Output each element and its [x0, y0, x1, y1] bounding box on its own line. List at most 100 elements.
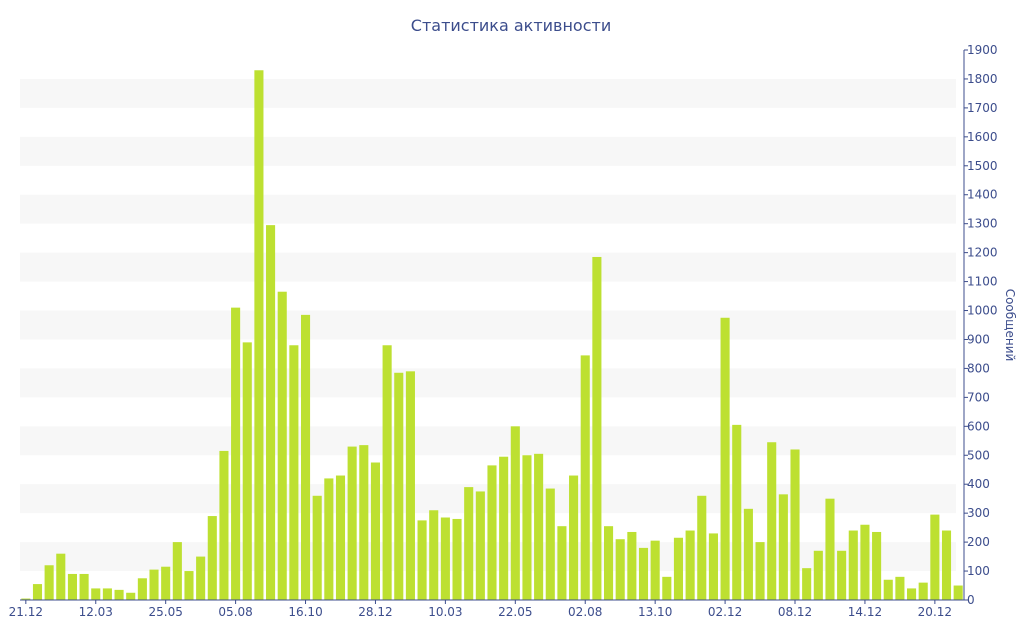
bar: [522, 455, 532, 600]
bar: [708, 533, 718, 600]
bar: [196, 556, 206, 600]
bar: [405, 371, 415, 600]
x-tick-label: 02.08: [568, 605, 602, 619]
y-tick-label: 1800: [967, 72, 998, 86]
bar: [440, 517, 450, 600]
bar: [510, 426, 520, 600]
bar: [56, 553, 66, 600]
y-tick-label: 100: [967, 564, 990, 578]
bar: [802, 568, 812, 600]
bar: [254, 70, 264, 600]
grid-band: [20, 136, 956, 166]
y-tick-label: 800: [967, 361, 990, 375]
bar: [487, 465, 497, 600]
bar: [289, 345, 299, 600]
bar: [137, 578, 147, 600]
y-tick-label: 700: [967, 390, 990, 404]
bar: [499, 456, 509, 600]
x-tick-label: 10.03: [428, 605, 462, 619]
chart-title: Статистика активности: [411, 16, 611, 35]
x-axis: 21.12 12.03 25.05 05.08 16.10 28.12 10.03 22.05…: [9, 599, 964, 619]
bar: [569, 475, 579, 600]
bar: [464, 487, 474, 600]
bar: [79, 573, 89, 600]
grid-band: [20, 194, 956, 224]
bar: [767, 442, 777, 600]
bar: [743, 508, 753, 600]
bar: [872, 531, 882, 600]
bar: [534, 453, 544, 600]
grid-bands: [20, 78, 956, 572]
bar: [732, 424, 742, 600]
y-tick-label: 600: [967, 419, 990, 433]
bar: [790, 449, 800, 600]
bar: [755, 542, 765, 600]
bar: [860, 524, 870, 600]
bar: [207, 516, 217, 600]
bar: [475, 491, 485, 600]
y-tick-label: 1300: [967, 217, 998, 231]
bar: [161, 566, 171, 600]
x-tick-label: 05.08: [218, 605, 252, 619]
bar: [638, 547, 649, 600]
bar: [126, 592, 136, 600]
bar: [813, 550, 823, 600]
bar: [685, 530, 695, 600]
bar: [895, 576, 905, 600]
y-tick-label: 1900: [967, 43, 998, 57]
bar: [231, 307, 241, 600]
y-tick-label: 1700: [967, 101, 998, 115]
y-axis-label: Сообщений: [1003, 289, 1017, 362]
bar: [335, 475, 346, 600]
bar: [941, 530, 952, 600]
bar: [592, 256, 602, 600]
y-tick-label: 1200: [967, 246, 998, 260]
bar: [662, 576, 672, 600]
bar: [21, 598, 31, 600]
bar: [837, 550, 847, 600]
bar: [277, 291, 287, 600]
bar: [300, 314, 311, 600]
bar: [615, 539, 625, 600]
y-tick-label: 1400: [967, 188, 998, 202]
bar: [557, 526, 567, 600]
y-tick-label: 0: [967, 593, 975, 607]
bar: [545, 488, 555, 600]
bar: [67, 573, 77, 600]
bar: [242, 342, 252, 600]
x-tick-label: 14.12: [848, 605, 882, 619]
bar: [102, 588, 112, 600]
bar: [580, 355, 590, 600]
bar: [778, 494, 788, 600]
bar: [359, 445, 369, 600]
bar: [382, 345, 392, 600]
bar: [930, 514, 940, 600]
y-tick-label: 400: [967, 477, 990, 491]
y-tick-label: 1000: [967, 304, 998, 318]
bar: [32, 584, 43, 600]
bar: [825, 498, 835, 600]
y-tick-label: 500: [967, 448, 990, 462]
bar: [347, 446, 357, 600]
y-axis: 0 100 200 300 400 500 600 700 800 900 1000 1100 1200…: [963, 43, 998, 607]
bar: [266, 225, 276, 600]
x-tick-label: 28.12: [358, 605, 392, 619]
bar: [44, 565, 54, 600]
bar: [172, 542, 182, 600]
bar: [370, 462, 380, 600]
y-tick-label: 200: [967, 535, 990, 549]
bar: [312, 495, 322, 600]
grid-band: [20, 426, 956, 456]
x-tick-label: 22.05: [498, 605, 532, 619]
bar: [429, 510, 439, 600]
bar: [114, 589, 124, 600]
x-tick-label: 16.10: [288, 605, 322, 619]
y-tick-label: 900: [967, 332, 990, 346]
bar: [219, 450, 229, 600]
grid-band: [20, 78, 956, 108]
y-tick-label: 300: [967, 506, 990, 520]
x-tick-label: 08.12: [778, 605, 812, 619]
bar: [604, 526, 614, 600]
x-tick-label: 21.12: [9, 605, 43, 619]
x-tick-label: 13.10: [638, 605, 672, 619]
